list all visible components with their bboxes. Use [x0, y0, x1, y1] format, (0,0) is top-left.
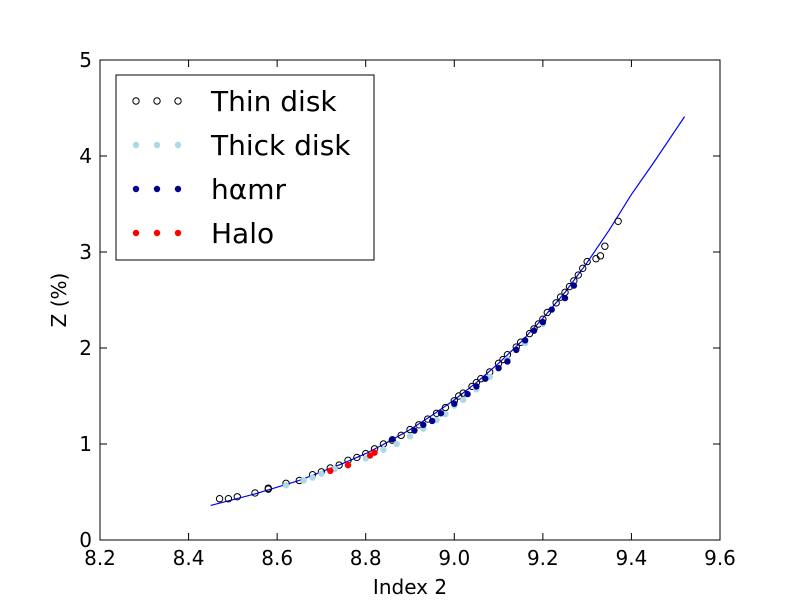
x-tick-label: 9.6 — [704, 546, 736, 570]
data-point — [574, 271, 582, 279]
legend-label: Thick disk — [210, 129, 351, 162]
data-point — [411, 427, 418, 434]
data-point — [504, 358, 511, 365]
legend-marker — [174, 97, 182, 105]
x-tick-label: 9.2 — [527, 546, 559, 570]
x-axis-label: Index 2 — [373, 575, 447, 599]
data-point — [579, 264, 587, 273]
data-point — [309, 474, 316, 481]
legend-marker — [132, 141, 140, 149]
data-point — [451, 400, 458, 407]
y-tick-label: 1 — [79, 432, 92, 456]
data-point — [420, 421, 427, 428]
data-point — [570, 282, 578, 289]
legend: Thin disk Thick disk hαmr Halo — [115, 74, 375, 261]
data-point — [583, 257, 591, 266]
data-point — [264, 484, 272, 492]
data-point — [473, 383, 480, 390]
data-point — [530, 327, 538, 334]
legend-marker — [153, 141, 161, 149]
series-2 — [389, 282, 578, 443]
data-point — [464, 390, 471, 398]
data-point — [318, 470, 325, 477]
y-tick-label: 0 — [79, 528, 92, 552]
y-tick-label: 4 — [79, 144, 92, 168]
legend-marker — [132, 229, 140, 237]
data-point — [344, 461, 352, 469]
data-points-layer — [215, 217, 622, 503]
data-point — [300, 477, 307, 484]
legend-marker — [132, 97, 140, 105]
data-point — [406, 433, 414, 440]
data-point — [539, 318, 547, 326]
data-point — [371, 449, 378, 456]
legend-label: Halo — [211, 217, 274, 250]
data-point — [393, 440, 400, 448]
x-tick-label: 8.6 — [261, 546, 293, 570]
data-point — [601, 242, 609, 250]
x-tick-label: 9.4 — [616, 546, 648, 570]
data-point — [495, 364, 502, 372]
data-point — [353, 453, 361, 462]
x-tick-label: 8.8 — [350, 546, 382, 570]
x-tick-label: 9.0 — [438, 546, 470, 570]
data-point — [428, 417, 436, 425]
plot-frame — [99, 59, 721, 541]
data-point — [335, 461, 343, 469]
legend-marker — [153, 185, 161, 193]
series-3 — [327, 449, 378, 475]
data-point — [327, 467, 334, 475]
data-point — [215, 495, 224, 503]
x-tick-label: 8.2 — [84, 546, 116, 570]
data-point — [561, 294, 569, 302]
data-point — [389, 436, 396, 443]
data-point — [380, 446, 387, 453]
data-point — [548, 306, 555, 313]
data-point — [282, 482, 290, 489]
axis-ticks-layer: 8.2 8.4 8.6 8.8 9.0 9.2 9.4 9.6 0 1 2 3 4 5 — [79, 48, 736, 570]
legend-marker — [174, 229, 182, 237]
data-point — [596, 252, 605, 260]
legend-frame — [115, 74, 375, 261]
data-point — [513, 346, 520, 354]
data-point — [521, 337, 529, 344]
data-point — [233, 493, 241, 501]
data-point — [224, 495, 233, 503]
data-point — [251, 489, 259, 497]
data-point — [614, 217, 622, 225]
legend-marker — [174, 185, 182, 193]
legend-marker — [132, 185, 140, 193]
x-tick-label: 8.4 — [173, 546, 205, 570]
data-point — [482, 375, 489, 382]
legend-marker — [153, 97, 161, 105]
legend-marker — [153, 229, 161, 237]
data-point — [459, 396, 467, 404]
y-tick-label: 5 — [79, 48, 92, 72]
y-tick-label: 2 — [79, 336, 92, 360]
y-axis-label: Z (%) — [47, 273, 71, 328]
data-point — [437, 410, 445, 417]
legend-label: Thin disk — [210, 85, 337, 118]
legend-label: hαmr — [211, 173, 286, 206]
legend-marker — [174, 141, 182, 149]
data-point — [552, 299, 560, 307]
data-point — [397, 431, 405, 440]
data-point — [441, 403, 450, 412]
y-tick-label: 3 — [79, 240, 92, 264]
